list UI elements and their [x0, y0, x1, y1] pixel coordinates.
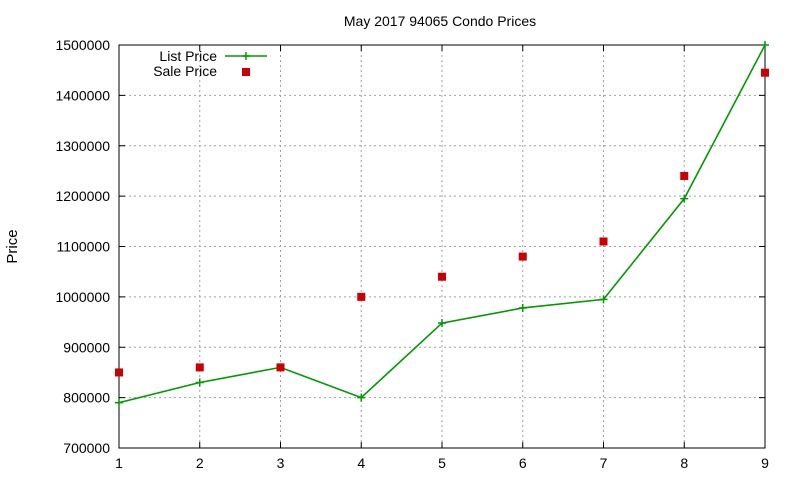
y-tick-label: 800000 [63, 390, 110, 406]
y-tick-label: 1300000 [55, 138, 110, 154]
data-point-sale-price [518, 252, 527, 261]
data-point-sale-price [276, 363, 285, 372]
legend-label-list-price: List Price [159, 48, 217, 64]
data-point-list-price [761, 41, 769, 49]
data-point-sale-price [680, 171, 689, 180]
data-point-list-price [357, 393, 366, 402]
data-point-sale-price [115, 368, 123, 377]
data-point-sale-price [599, 237, 608, 246]
y-tick-label: 1100000 [57, 239, 111, 255]
y-axis-tick-labels: 700000 800000 900000 1000000 1100000 1200000 1… [55, 37, 110, 456]
x-axis-tick-labels: 1 2 3 4 5 6 7 8 9 [115, 455, 769, 471]
y-tick-label: 1200000 [55, 188, 110, 204]
legend-swatch-sale-price [242, 68, 250, 76]
data-point-list-price [195, 378, 204, 387]
x-tick-label: 4 [357, 455, 365, 471]
data-point-list-price [599, 295, 608, 304]
data-point-sale-price [438, 272, 446, 281]
x-tick-label: 3 [277, 455, 285, 471]
y-tick-label: 900000 [63, 339, 110, 355]
x-tick-label: 8 [680, 455, 688, 471]
series [115, 41, 769, 407]
grid [119, 45, 765, 448]
data-point-sale-price [761, 68, 769, 77]
y-axis-label: Price [4, 229, 21, 263]
y-tick-label: 1500000 [55, 37, 110, 53]
data-point-sale-price [357, 292, 366, 301]
y-tick-label: 700000 [63, 440, 110, 456]
data-point-sale-price [195, 363, 204, 372]
data-point-list-price [115, 398, 123, 407]
legend: List Price Sale Price [153, 48, 267, 79]
x-tick-label: 2 [196, 455, 204, 471]
data-point-list-price [518, 303, 527, 312]
y-tick-label: 1400000 [55, 87, 110, 103]
x-tick-label: 5 [438, 455, 446, 471]
x-tick-label: 7 [600, 455, 608, 471]
series-list-price [115, 41, 769, 407]
chart-title: May 2017 94065 Condo Prices [344, 13, 536, 29]
axis-ticks [118, 44, 766, 449]
y-tick-label: 1000000 [55, 289, 110, 305]
x-tick-label: 1 [115, 455, 123, 471]
series-line-list-price [118, 44, 766, 404]
data-point-list-price [438, 319, 446, 328]
series-sale-price [115, 68, 769, 377]
legend-swatch-list-price [225, 52, 267, 60]
data-point-list-price [680, 194, 689, 203]
x-tick-label: 9 [761, 455, 769, 471]
x-tick-label: 6 [519, 455, 527, 471]
legend-label-sale-price: Sale Price [153, 63, 217, 79]
